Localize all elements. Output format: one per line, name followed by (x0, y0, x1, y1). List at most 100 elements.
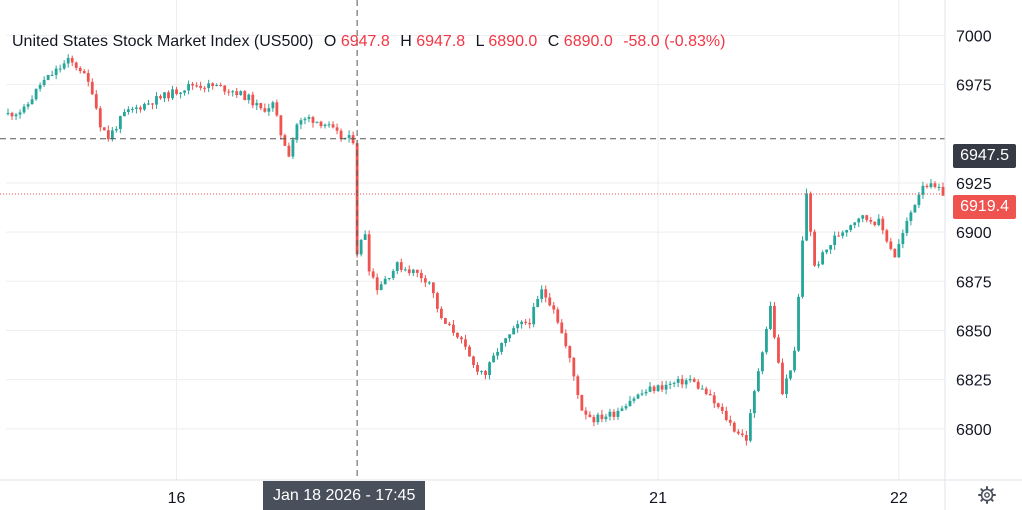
candle-body (805, 193, 808, 241)
candle-body (885, 230, 889, 242)
candle-body (929, 183, 933, 188)
candle-body (752, 391, 756, 414)
candle-body (769, 305, 772, 329)
candle-body (837, 235, 841, 237)
candle-body (564, 333, 568, 347)
candle-body (548, 297, 552, 306)
candle-body (327, 124, 331, 126)
y-tick-label: 6900 (956, 225, 992, 242)
candle-body (732, 422, 736, 432)
candle-body (295, 124, 299, 140)
candle-body (877, 218, 881, 226)
candle-body (785, 378, 788, 395)
candle-body (648, 386, 652, 392)
candle-body (143, 103, 146, 110)
candle-body (660, 385, 664, 390)
candle-body (472, 356, 475, 365)
candle-body (187, 83, 190, 91)
candle-body (203, 87, 207, 89)
candle-body (403, 269, 407, 271)
candle-body (179, 92, 182, 94)
candle-body (809, 193, 812, 232)
candle-body (600, 414, 604, 420)
candle-body (183, 90, 186, 93)
candle-body (801, 240, 804, 297)
candle-body (536, 298, 540, 307)
candle-body (267, 108, 271, 112)
candle-body (576, 376, 580, 395)
candle-body (391, 270, 395, 279)
candle-body (235, 91, 239, 96)
candle-body (797, 296, 800, 351)
candle-body (672, 382, 676, 384)
candle-body (10, 112, 14, 117)
gear-icon[interactable] (978, 486, 996, 504)
candle-body (110, 130, 114, 140)
candle-body (777, 337, 780, 363)
candle-body (147, 103, 150, 105)
candle-body (122, 111, 126, 117)
candle-body (793, 350, 796, 371)
candle-body (74, 62, 78, 68)
y-tick-label: 7000 (956, 28, 992, 45)
candle-body (171, 89, 174, 99)
candle-body (307, 117, 311, 119)
legend-low-value: 6890.0 (488, 33, 538, 50)
candle-body (323, 124, 327, 127)
candle-body (347, 135, 351, 138)
legend-title: United States Stock Market Index (US500) (12, 33, 314, 50)
candle-body (90, 81, 94, 95)
candle-body (612, 411, 616, 417)
candle-body (604, 416, 608, 420)
candle-body (395, 262, 399, 271)
candle-body (102, 127, 106, 131)
candle-body (42, 79, 46, 86)
candle-body (825, 249, 829, 253)
candle-body (508, 334, 512, 339)
candle-body (909, 212, 913, 221)
candle-body (419, 272, 423, 279)
candle-body (905, 220, 909, 234)
candle-body (448, 323, 451, 325)
candle-body (227, 91, 231, 93)
candle-body (255, 103, 259, 106)
candle-body (175, 89, 178, 94)
candle-body (247, 94, 251, 101)
candle-body (861, 215, 865, 219)
candle-body (500, 342, 503, 352)
candle-body (167, 92, 170, 99)
candle-body (496, 351, 499, 356)
candle-body (528, 322, 532, 325)
candle-body (636, 394, 640, 399)
candle-body (773, 305, 776, 338)
candle-body (271, 102, 275, 109)
candle-body (62, 63, 66, 69)
candle-body (833, 235, 837, 246)
candle-body (700, 388, 704, 390)
candle-body (331, 124, 335, 128)
candle-body (283, 135, 287, 146)
candle-body (311, 117, 315, 123)
candle-body (829, 245, 833, 250)
candle-body (540, 289, 544, 299)
candle-body (259, 103, 263, 109)
candle-body (195, 85, 199, 87)
candle-body (504, 338, 508, 343)
candle-body (443, 318, 447, 324)
candle-body (118, 116, 122, 130)
x-tick-label: 22 (890, 490, 908, 507)
candle-body (82, 71, 86, 74)
candle-body (139, 107, 142, 110)
candle-body (716, 403, 720, 408)
candle-body (857, 218, 861, 223)
candle-body (640, 393, 644, 395)
crosshair-time-label: Jan 18 2026 - 17:45 (263, 481, 426, 510)
candle-body (728, 419, 732, 423)
candle-body (427, 282, 431, 284)
candle-body (6, 112, 10, 115)
candle-body (869, 220, 873, 222)
candle-body (355, 143, 359, 255)
candle-body (163, 92, 166, 99)
candle-body (468, 346, 471, 357)
